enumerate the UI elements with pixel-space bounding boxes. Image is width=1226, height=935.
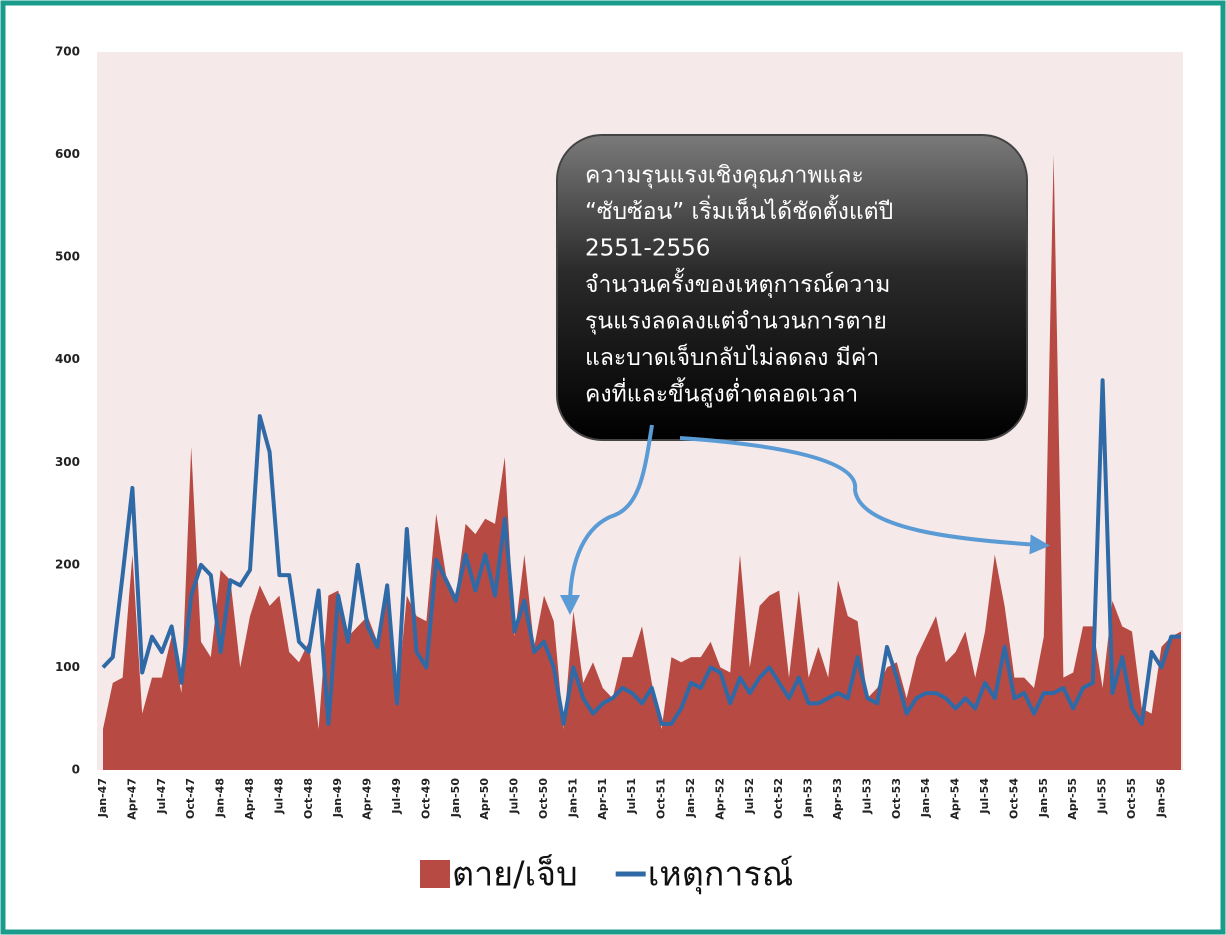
x-tick-label: Jul-50 (508, 778, 521, 815)
x-tick-label: Apr-53 (831, 778, 844, 820)
line (101, 378, 1181, 726)
y-tick-label: 400 (55, 352, 80, 366)
y-tick-label: 700 (55, 45, 80, 59)
y-tick-label: 200 (55, 557, 80, 571)
x-tick-label: Jul-49 (390, 778, 403, 815)
x-tick-label: Oct-54 (1007, 778, 1020, 819)
x-tick-label: Oct-47 (184, 778, 197, 819)
x-tick-label: Oct-49 (419, 778, 432, 819)
annotation-line: รุนแรงลดลงแต่จำนวนการตาย (585, 309, 887, 335)
x-tick-label: Oct-53 (890, 778, 903, 819)
callout-box (556, 134, 1028, 441)
y-tick-label: 500 (55, 250, 80, 264)
annotation-line: ความรุนแรงเชิงคุณภาพและ (585, 163, 864, 189)
y-tick-label: 600 (55, 147, 80, 161)
x-tick-label: Oct-55 (1125, 778, 1138, 819)
x-tick-label: Jul-55 (1096, 778, 1109, 815)
callout: ความรุนแรงเชิงคุณภาพและ “ซับซ้อน” เริ่มเห… (556, 134, 1050, 615)
x-tick-label: Jan-48 (214, 778, 227, 818)
x-tick-label: Jul-47 (155, 778, 168, 815)
x-tick-label: Apr-51 (596, 778, 609, 820)
arrow (560, 424, 654, 615)
x-tick-label: Apr-55 (1066, 778, 1079, 820)
x-tick-label: Jul-52 (743, 778, 756, 815)
x-tick-label: Jul-53 (860, 778, 873, 815)
x-tick-label: Apr-47 (125, 778, 138, 820)
arrow (679, 436, 1050, 555)
x-tick-label: Apr-48 (243, 778, 256, 820)
annotation-line: คงที่และขึ้นสูงต่ำตลอดเวลา (585, 378, 858, 408)
x-tick-label: Oct-50 (537, 778, 550, 819)
x-tick-label: Apr-54 (949, 778, 962, 820)
x-tick-label: Jul-48 (272, 778, 285, 815)
x-tick-label: Oct-51 (655, 778, 668, 819)
x-tick-label: Jul-54 (978, 778, 991, 815)
x-tick-label: Oct-48 (302, 778, 315, 819)
legend-label: ตาย/เจ็บ (452, 854, 578, 895)
annotation-line: “ซับซ้อน” เริ่มเห็นได้ชัดตั้งแต่ปี (585, 195, 893, 225)
x-tick-label: Jan-47 (96, 778, 109, 818)
y-tick-label: 300 (55, 455, 80, 469)
legend-label: เหตุการณ์ (648, 855, 794, 895)
x-tick-label: Jan-54 (919, 778, 932, 819)
x-tick-label: Jan-55 (1037, 778, 1050, 818)
x-tick-label: Jan-53 (802, 778, 815, 818)
x-tick-label: Apr-49 (361, 778, 374, 820)
annotation-line: และบาดเจ็บกลับไม่ลดลง มีค่า (585, 342, 879, 371)
x-tick-label: Jul-51 (625, 778, 638, 815)
x-tick-label: Apr-50 (478, 778, 491, 820)
x-tick-label: Jan-51 (566, 778, 579, 818)
annotation-line: 2551-2556 (585, 236, 710, 262)
annotation-line: จำนวนครั้งของเหตุการณ์ความ (585, 268, 890, 298)
x-tick-label: Jan-52 (684, 778, 697, 818)
x-tick-label: Apr-52 (713, 778, 726, 820)
x-tick-label: Jan-56 (1154, 778, 1167, 819)
x-tick-label: Oct-52 (772, 778, 785, 819)
legend-swatch (420, 860, 450, 888)
y-tick-label: 100 (55, 660, 80, 674)
x-tick-label: Jan-50 (449, 778, 462, 819)
x-tick-label: Jan-49 (331, 778, 344, 818)
y-tick-label: 0 (72, 763, 80, 777)
